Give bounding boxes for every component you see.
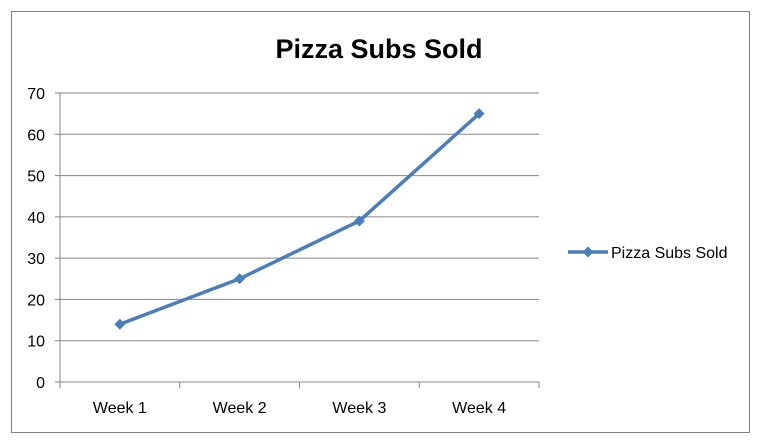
legend: Pizza Subs Sold xyxy=(568,245,728,262)
axes xyxy=(59,93,540,388)
gridlines xyxy=(55,92,539,383)
series-line-0 xyxy=(119,112,481,326)
x-axis-tick-labels: Week 1 Week 2 Week 3 Week 4 xyxy=(93,400,506,417)
data-point-marker xyxy=(353,215,365,227)
legend-swatch-marker xyxy=(582,246,594,258)
data-point-marker xyxy=(114,318,126,330)
y-tick-label: 50 xyxy=(27,169,45,186)
legend-label: Pizza Subs Sold xyxy=(611,245,728,262)
x-tick-label: Week 1 xyxy=(93,400,147,417)
x-tick-label: Week 3 xyxy=(332,400,386,417)
y-tick-label: 60 xyxy=(27,127,45,144)
x-tick-label: Week 4 xyxy=(452,400,506,417)
y-tick-label: 10 xyxy=(27,334,45,351)
y-tick-label: 70 xyxy=(27,86,45,103)
series-layer xyxy=(114,108,485,330)
chart-title: Pizza Subs Sold xyxy=(275,34,482,64)
y-tick-label: 20 xyxy=(27,292,45,309)
y-axis-tick-labels: 0 10 20 30 40 50 60 70 xyxy=(27,86,45,392)
x-tick-label: Week 2 xyxy=(213,400,267,417)
y-tick-label: 0 xyxy=(36,375,45,392)
y-tick-label: 30 xyxy=(27,251,45,268)
data-point-marker xyxy=(234,273,246,285)
data-point-marker xyxy=(473,108,485,120)
y-tick-label: 40 xyxy=(27,210,45,227)
chart-frame xyxy=(11,11,750,433)
